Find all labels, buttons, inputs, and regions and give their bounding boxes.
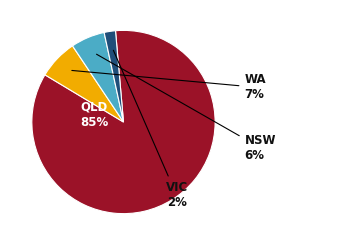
Wedge shape bbox=[72, 32, 123, 122]
Text: NSW
6%: NSW 6% bbox=[96, 54, 276, 162]
Text: WA
7%: WA 7% bbox=[72, 70, 266, 101]
Wedge shape bbox=[104, 31, 123, 122]
Text: QLD
85%: QLD 85% bbox=[80, 101, 108, 129]
Wedge shape bbox=[32, 30, 215, 214]
Text: VIC
2%: VIC 2% bbox=[113, 50, 188, 209]
Wedge shape bbox=[45, 46, 123, 122]
